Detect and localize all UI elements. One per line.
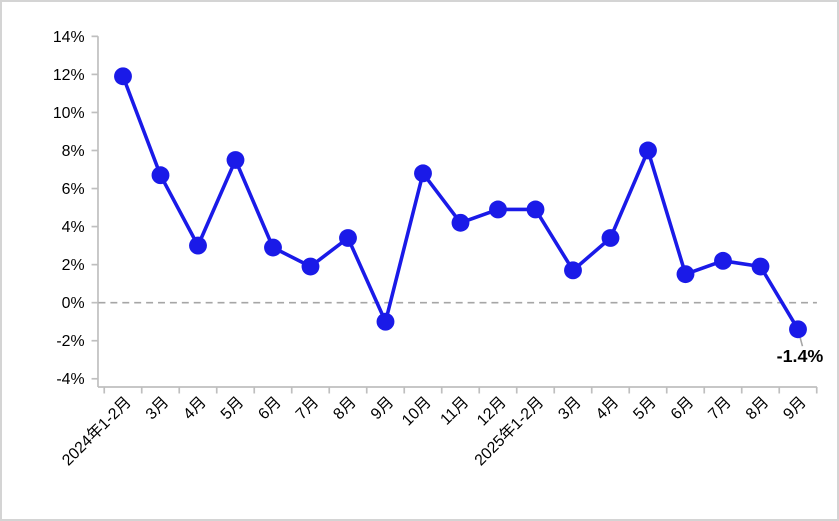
y-tick-label: 6% (62, 181, 85, 198)
x-tick-label: 6月 (255, 394, 284, 423)
x-tick-label: 3月 (143, 394, 172, 423)
data-point (151, 166, 170, 185)
data-point (114, 67, 132, 86)
data-point (789, 320, 807, 339)
x-tick-label: 10月 (399, 394, 435, 430)
y-tick-label: -2% (56, 333, 84, 350)
data-point (714, 251, 732, 270)
y-tick-label: 14% (53, 29, 85, 46)
x-tick-label: 8月 (330, 394, 359, 423)
data-label: -1.4% (777, 346, 824, 366)
data-point (526, 200, 545, 219)
y-tick-label: 10% (53, 105, 85, 122)
x-tick-label: 9月 (368, 394, 397, 423)
x-tick-label: 5月 (630, 394, 659, 423)
data-point (301, 257, 320, 276)
y-tick-label: 4% (62, 219, 85, 236)
data-point (639, 141, 657, 160)
x-tick-label: 4月 (593, 394, 622, 423)
data-point (676, 265, 695, 284)
x-tick-label: 2024年1-2月 (58, 393, 134, 469)
x-tick-label: 7月 (705, 394, 734, 423)
y-tick-label: 2% (62, 257, 85, 274)
data-point (564, 261, 582, 280)
data-point (751, 257, 770, 276)
x-tick-label: 4月 (180, 394, 209, 423)
x-tick-label: 6月 (668, 394, 697, 423)
y-tick-label: 8% (62, 143, 85, 160)
data-point (451, 213, 470, 232)
x-tick-label: 5月 (218, 394, 247, 423)
data-line (121, 74, 800, 332)
x-tick-label: 7月 (293, 394, 322, 423)
x-tick-label: 2025年1-2月 (471, 393, 547, 469)
x-tick-label: 9月 (780, 394, 809, 423)
data-point (414, 164, 432, 183)
y-tick-label: -4% (56, 371, 84, 388)
y-tick-label: 0% (62, 295, 85, 312)
data-point (489, 200, 507, 219)
data-point (376, 312, 395, 331)
x-tick-label: 11月 (437, 394, 472, 429)
data-point (601, 229, 620, 247)
data-point (264, 238, 282, 257)
y-tick-label: 12% (53, 67, 85, 84)
data-point (226, 151, 245, 169)
x-tick-label: 8月 (743, 394, 772, 423)
data-point (339, 229, 357, 247)
x-tick-label: 3月 (555, 394, 584, 423)
data-point (189, 236, 207, 255)
